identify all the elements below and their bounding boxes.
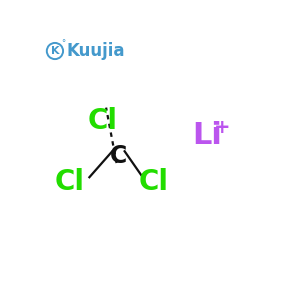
Text: K: K [51,46,59,56]
Text: Cl: Cl [88,107,118,136]
Text: +: + [214,118,231,137]
Text: Cl: Cl [55,167,85,196]
Text: Kuujia: Kuujia [67,42,125,60]
Text: °: ° [61,39,66,48]
Text: Li: Li [192,121,222,150]
Text: C: C [110,144,127,168]
Text: Cl: Cl [139,167,169,196]
